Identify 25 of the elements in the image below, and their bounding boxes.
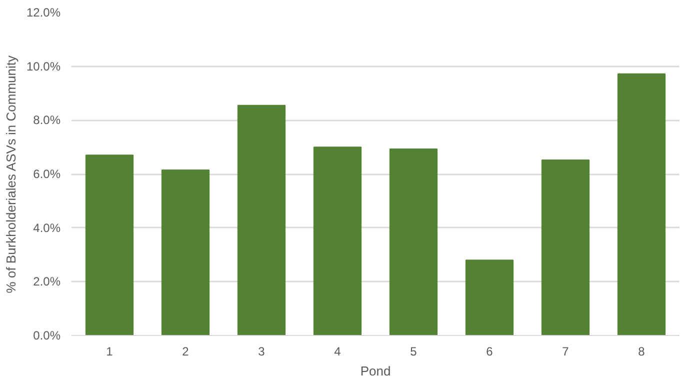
bar: [237, 104, 286, 336]
bar: [465, 260, 514, 336]
bar: [313, 146, 362, 336]
x-tick-label: 6: [486, 344, 494, 358]
y-tick-label: 8.0%: [33, 113, 61, 128]
x-tick-label: 3: [258, 344, 266, 358]
x-tick-label: 8: [638, 344, 646, 358]
y-tick-label: 6.0%: [33, 167, 61, 181]
y-axis-title: % of Burkholderiales ASVs in Community: [3, 55, 18, 294]
x-tick-label: 7: [562, 344, 570, 358]
bar: [541, 160, 590, 336]
bar: [161, 169, 210, 336]
x-tick-label: 2: [182, 344, 190, 358]
y-tick-label: 10.0%: [26, 59, 61, 74]
bar: [85, 154, 134, 336]
x-axis-title: Pond: [360, 364, 391, 378]
bar: [617, 73, 666, 336]
bar: [389, 148, 438, 336]
y-tick-label: 0.0%: [33, 328, 61, 342]
x-tick-label: 1: [106, 344, 114, 358]
y-tick-label: 2.0%: [33, 274, 61, 289]
x-tick-label: 4: [334, 344, 342, 358]
y-tick-label: 12.0%: [26, 6, 61, 20]
x-tick-label: 5: [410, 344, 418, 358]
y-tick-label: 4.0%: [33, 220, 61, 235]
